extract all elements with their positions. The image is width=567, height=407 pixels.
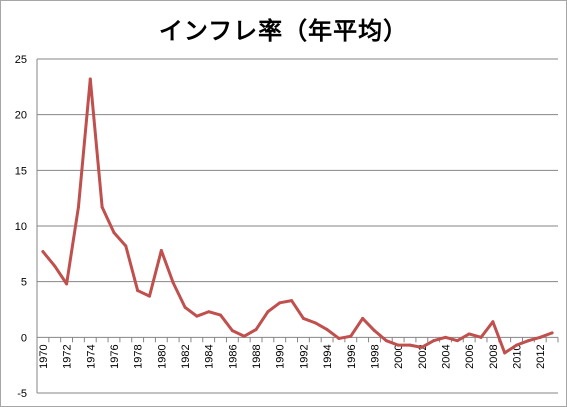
x-tick-label: 1970 [38,344,50,368]
data-point [467,332,471,336]
data-point [313,321,317,325]
data-point [526,339,530,343]
x-tick-label: 1994 [322,344,334,368]
data-point [41,250,45,254]
x-tick-label: 1980 [156,344,168,368]
data-point [455,339,459,343]
y-tick-label: 20 [15,110,27,122]
data-point [76,205,80,209]
data-point [100,205,104,209]
data-point [372,329,376,333]
data-point [290,299,294,303]
x-tick-label: 1986 [227,344,239,368]
data-point [538,335,542,339]
data-point [491,320,495,324]
data-point [254,328,258,332]
data-point [65,282,69,286]
x-tick-label: 1992 [298,344,310,368]
data-point [124,244,128,248]
data-point [408,343,412,347]
data-point [503,351,507,355]
y-tick-label: 5 [21,277,27,289]
x-tick-label: 2004 [441,344,453,368]
data-point [219,313,223,317]
y-tick-label: 0 [21,332,27,344]
data-point [361,316,365,320]
data-point [207,310,211,314]
x-tick-label: 2010 [512,344,524,368]
x-tick-label: 2000 [393,344,405,368]
data-point [183,305,187,309]
data-point [444,335,448,339]
x-tick-label: 1978 [133,344,145,368]
data-point [147,294,151,298]
data-point [266,310,270,314]
x-tick-label: 1996 [346,344,358,368]
data-point [420,345,424,349]
series-line [41,77,554,355]
x-tick-label: 1998 [369,344,381,368]
data-point [301,316,305,320]
data-point [195,314,199,318]
x-tick-label: 1974 [85,344,97,368]
data-point [325,328,329,332]
data-point [515,343,519,347]
y-tick-label: 15 [15,165,27,177]
data-point [432,339,436,343]
x-tick-label: 1990 [275,344,287,368]
data-point [384,339,388,343]
data-point [53,264,57,268]
chart-title: インフレ率（年平均） [158,17,409,45]
data-point [396,343,400,347]
y-tick-label: 10 [15,221,27,233]
data-point [479,335,483,339]
y-tick-label: 25 [15,54,27,66]
data-point [88,77,92,81]
data-point [550,331,554,335]
x-tick-label: 2002 [417,344,429,368]
data-point [230,329,234,333]
x-tick-label: 2008 [488,344,500,368]
data-point [136,289,140,293]
x-tick-label: 2012 [535,344,547,368]
data-point [349,334,353,338]
data-point [112,231,116,235]
x-tick-label: 2006 [464,344,476,368]
data-point [171,281,175,285]
y-tick-label: -5 [17,388,27,400]
data-point [242,334,246,338]
x-tick-label: 1984 [204,344,216,368]
data-point [337,336,341,340]
x-tick-label: 1976 [109,344,121,368]
x-tick-label: 1988 [251,344,263,368]
data-point [159,248,163,252]
x-tick-label: 1972 [62,344,74,368]
x-tick-label: 1982 [180,344,192,368]
data-point [278,301,282,305]
